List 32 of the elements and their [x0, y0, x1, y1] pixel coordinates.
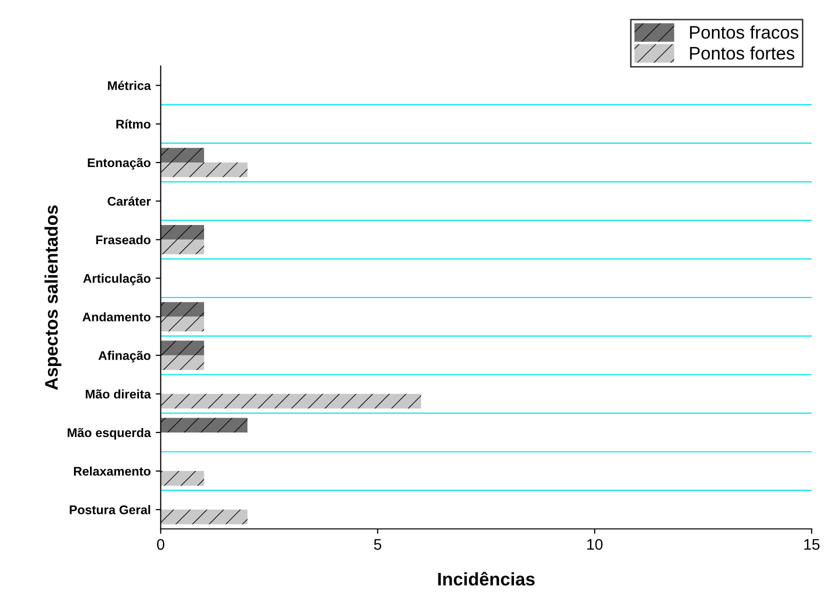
x-tick-label: 10	[587, 539, 603, 550]
legend-label: Pontos fortes	[690, 46, 794, 60]
bar	[160, 224, 204, 240]
y-tick-label: Métrica	[108, 80, 152, 90]
y-tick-label: Mão esquerda	[68, 428, 152, 440]
bar	[160, 510, 248, 524]
bar	[160, 316, 204, 332]
y-tick-label: Articulação	[83, 274, 150, 286]
bar	[160, 340, 204, 356]
bar	[160, 355, 204, 370]
bar	[160, 162, 248, 178]
y-tick-label: Rítmo	[116, 119, 150, 129]
legend-label: Pontos fracos	[690, 26, 798, 39]
bar	[160, 148, 204, 163]
bar	[160, 471, 204, 486]
x-tick-label: 15	[804, 539, 820, 550]
y-tick-label: Andamento	[82, 312, 150, 322]
y-tick-label: Mão direita	[86, 389, 152, 399]
x-axis-title: Incidências	[438, 572, 535, 586]
bar	[160, 394, 422, 409]
y-tick-label: Relaxamento	[74, 466, 150, 476]
bar	[160, 418, 248, 432]
x-tick-label: 0	[157, 539, 164, 550]
y-axis-title: Aspectos salientados	[44, 205, 62, 390]
y-tick-label: Afinação	[98, 350, 150, 362]
bar	[160, 302, 204, 317]
y-tick-label: Postura Geral	[70, 505, 150, 514]
y-tick-label: Fraseado	[96, 235, 150, 244]
y-tick-label: Caráter	[108, 196, 151, 206]
x-tick-label: 5	[374, 539, 382, 550]
bar	[160, 240, 204, 254]
y-tick-label: Entonação	[88, 158, 150, 170]
